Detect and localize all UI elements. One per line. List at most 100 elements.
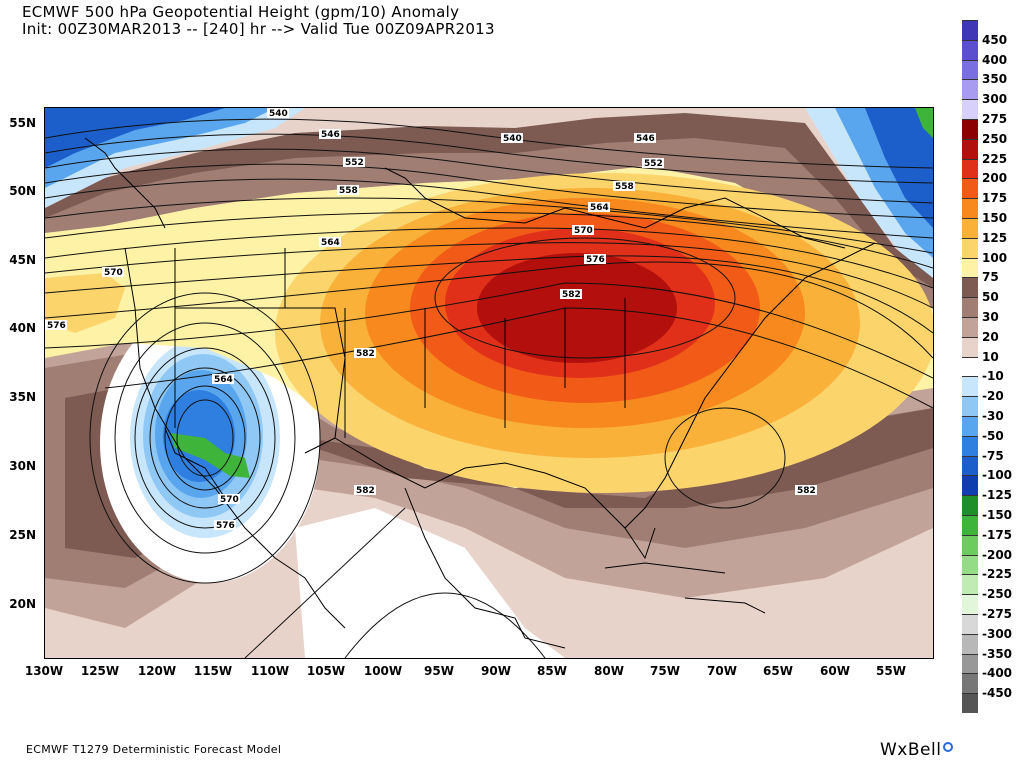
colorbar-swatch bbox=[962, 435, 978, 456]
colorbar-label: 200 bbox=[982, 171, 1008, 186]
colorbar-swatch bbox=[962, 99, 978, 119]
lat-tick-50n: 50N bbox=[9, 184, 36, 198]
colorbar-label: -225 bbox=[982, 567, 1013, 582]
lon-tick-65w: 65W bbox=[763, 664, 793, 678]
colorbar-label: -175 bbox=[982, 527, 1013, 542]
colorbar-swatch bbox=[962, 59, 978, 80]
colorbar-label: -100 bbox=[982, 468, 1013, 483]
contour-label: 552 bbox=[644, 159, 663, 169]
colorbar-swatch bbox=[962, 415, 978, 436]
colorbar-label: -125 bbox=[982, 488, 1013, 503]
colorbar-swatch bbox=[962, 356, 978, 377]
colorbar-swatch bbox=[962, 178, 978, 199]
colorbar-swatch bbox=[962, 613, 978, 634]
colorbar-label: -450 bbox=[982, 686, 1013, 701]
colorbar-label: 300 bbox=[982, 92, 1008, 107]
colorbar-label: 450 bbox=[982, 32, 1008, 47]
colorbar-swatch bbox=[962, 118, 978, 139]
colorbar-swatch bbox=[962, 396, 978, 416]
anomaly-shading bbox=[45, 108, 933, 658]
contour-label: 540 bbox=[503, 134, 522, 144]
colorbar-swatch bbox=[962, 633, 978, 654]
coastlines bbox=[84, 137, 876, 649]
lat-tick-45n: 45N bbox=[9, 253, 36, 267]
colorbar-swatch bbox=[962, 257, 978, 278]
lat-tick-20n: 20N bbox=[9, 597, 36, 611]
colorbar-swatch bbox=[962, 217, 978, 238]
colorbar-label: -275 bbox=[982, 607, 1013, 621]
contour-label: 552 bbox=[345, 158, 364, 168]
lon-tick-90w: 90W bbox=[481, 664, 511, 678]
colorbar-swatch bbox=[962, 79, 978, 100]
colorbar-swatch bbox=[962, 673, 978, 694]
colorbar-label: -50 bbox=[982, 428, 1004, 443]
colorbar-label: 50 bbox=[982, 290, 999, 305]
colorbar-label: 400 bbox=[982, 52, 1008, 67]
lat-tick-40n: 40N bbox=[9, 321, 36, 335]
lon-tick-120w: 120W bbox=[137, 664, 177, 678]
colorbar-swatch bbox=[962, 574, 978, 595]
lon-tick-85w: 85W bbox=[537, 664, 567, 678]
lon-tick-125w: 125W bbox=[80, 664, 120, 678]
colorbar-swatch bbox=[962, 376, 978, 397]
colorbar-label: 20 bbox=[982, 329, 999, 344]
title-line-1: ECMWF 500 hPa Geopotential Height (gpm/1… bbox=[22, 3, 460, 21]
contour-label: 582 bbox=[797, 486, 816, 496]
colorbar-label: -150 bbox=[982, 508, 1013, 522]
colorbar-label: 125 bbox=[982, 230, 1008, 245]
colorbar-label: -250 bbox=[982, 587, 1013, 602]
lat-tick-25n: 25N bbox=[9, 528, 36, 542]
contour-label: 564 bbox=[321, 238, 340, 248]
colorbar-label: -10 bbox=[982, 369, 1004, 384]
lon-tick-115w: 115W bbox=[193, 664, 233, 678]
colorbar-label: 250 bbox=[982, 131, 1008, 146]
colorbar-label: 10 bbox=[982, 349, 999, 364]
colorbar-label: 175 bbox=[982, 191, 1008, 206]
lon-tick-130w: 130W bbox=[24, 664, 64, 678]
lon-tick-110w: 110W bbox=[250, 664, 290, 678]
colorbar-label: 100 bbox=[982, 250, 1008, 265]
lon-tick-105w: 105W bbox=[306, 664, 346, 678]
colorbar-swatch bbox=[962, 455, 978, 476]
colorbar-swatch bbox=[962, 336, 978, 357]
colorbar-swatch bbox=[962, 693, 978, 713]
colorbar-swatch bbox=[962, 316, 978, 337]
colorbar-label: -75 bbox=[982, 448, 1004, 463]
colorbar-swatch bbox=[962, 653, 978, 674]
colorbar-swatch bbox=[962, 138, 978, 159]
contour-label: 570 bbox=[574, 226, 593, 236]
model-footer: ECMWF T1279 Deterministic Forecast Model bbox=[26, 743, 282, 756]
contour-labels: 540 546 552 558 564 570 576 582 546 552 … bbox=[45, 108, 817, 531]
colorbar-label: -350 bbox=[982, 646, 1013, 661]
lon-tick-55w: 55W bbox=[876, 664, 906, 678]
lat-tick-35n: 35N bbox=[9, 390, 36, 404]
contour-label: 582 bbox=[562, 290, 581, 300]
colorbar-swatch bbox=[962, 594, 978, 614]
contour-label: 576 bbox=[216, 521, 235, 531]
contour-label: 558 bbox=[615, 182, 634, 192]
contour-label: 576 bbox=[47, 321, 66, 331]
lon-tick-60w: 60W bbox=[820, 664, 850, 678]
anomaly-map: 540 546 552 558 564 570 576 582 546 552 … bbox=[45, 108, 933, 658]
lon-tick-75w: 75W bbox=[650, 664, 680, 678]
contour-label: 546 bbox=[636, 134, 655, 144]
contour-label: 540 bbox=[269, 109, 288, 119]
colorbar-swatch bbox=[962, 534, 978, 555]
colorbar-label: 150 bbox=[982, 211, 1008, 225]
contour-label: 576 bbox=[586, 255, 605, 265]
colorbar-label: -30 bbox=[982, 409, 1004, 423]
contour-label: 546 bbox=[321, 130, 340, 140]
map-panel: 540 546 552 558 564 570 576 582 546 552 … bbox=[44, 107, 934, 659]
contour-label: 558 bbox=[339, 186, 358, 196]
colorbar-label: -300 bbox=[982, 626, 1013, 641]
title-line-2: Init: 00Z30MAR2013 -- [240] hr --> Valid… bbox=[22, 20, 495, 38]
contour-label: 582 bbox=[356, 349, 375, 359]
colorbar-swatch bbox=[962, 495, 978, 515]
brand-dot-icon bbox=[943, 742, 954, 752]
colorbar-swatch bbox=[962, 237, 978, 258]
lat-tick-55n: 55N bbox=[9, 116, 36, 130]
colorbar-label: 30 bbox=[982, 310, 999, 324]
colorbar-swatch bbox=[962, 554, 978, 575]
colorbar-label: 75 bbox=[982, 270, 999, 285]
brand-logo: WxBell bbox=[880, 740, 954, 760]
